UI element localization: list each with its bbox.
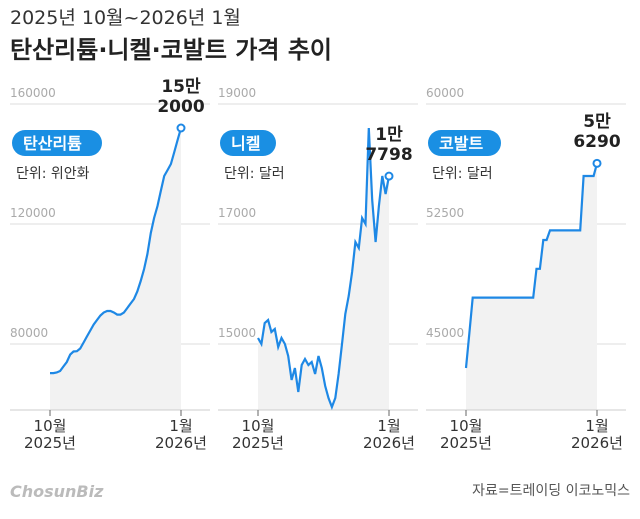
y-tick-label: 60000 [426, 86, 464, 100]
area [466, 163, 597, 410]
y-tick-label: 17000 [218, 206, 256, 220]
end-marker [384, 171, 394, 181]
y-tick-label: 80000 [10, 326, 48, 340]
unit: 단위: 달러 [432, 166, 493, 182]
y-tick-label: 160000 [10, 86, 56, 100]
panel-title: 코발트 [439, 134, 483, 153]
badge [428, 130, 501, 156]
x-tick-label: 10월 2025년 [232, 417, 284, 453]
y-tick-label: 19000 [218, 86, 256, 100]
x-tick-label: 10월 2025년 [24, 417, 76, 453]
y-tick-label: 52500 [426, 206, 464, 220]
unit: 단위: 달러 [224, 166, 285, 182]
y-tick-label: 120000 [10, 206, 56, 220]
value-label: 15만 2000 [157, 77, 205, 117]
badge [220, 130, 276, 156]
line [464, 163, 599, 369]
subtitle: 2025년 10월~2026년 1월 [10, 7, 241, 29]
area [258, 128, 389, 410]
x-tick-label: 1월 2026년 [363, 417, 415, 453]
x-tick-label: 1월 2026년 [155, 417, 207, 453]
source: 자료=트레이딩 이코노믹스 [472, 483, 630, 499]
x-tick-label: 1월 2026년 [571, 417, 623, 453]
y-tick-label: 45000 [426, 326, 464, 340]
panel-title: 니켈 [231, 134, 260, 153]
badge [12, 130, 102, 156]
unit: 단위: 위안화 [16, 166, 90, 182]
line [50, 127, 183, 375]
value-label: 5만 6290 [573, 112, 621, 152]
logo: ChosunBiz [10, 482, 104, 501]
x-tick-label: 10월 2025년 [440, 417, 492, 453]
panel-title: 탄산리튬 [23, 134, 82, 153]
y-tick-label: 15000 [218, 326, 256, 340]
value-label: 1만 7798 [365, 125, 413, 165]
end-marker [176, 123, 186, 133]
end-marker [592, 158, 602, 168]
title: 탄산리튬·니켈·코발트 가격 추이 [10, 36, 332, 64]
line [257, 127, 391, 411]
area [50, 128, 181, 410]
